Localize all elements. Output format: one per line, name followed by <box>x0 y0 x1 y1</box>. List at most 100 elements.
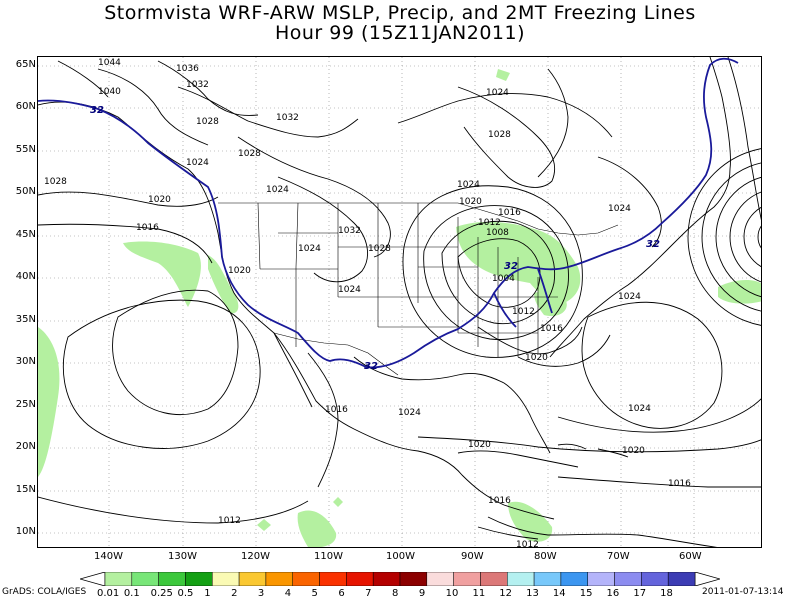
precip-area-central-america <box>297 510 337 547</box>
map-panel: 1044 1036 1032 1040 1028 1032 1028 1024 … <box>37 56 762 548</box>
isobar <box>557 476 761 488</box>
isobar-label: 1024 <box>486 88 509 98</box>
colorbar-label: 1 <box>204 588 211 599</box>
freezing-line-label: 32 <box>646 239 660 250</box>
colorbar-label: 0.5 <box>177 588 194 599</box>
coastline-south-america <box>487 516 718 547</box>
precip-area-atlantic <box>718 280 761 304</box>
isobar <box>38 191 219 207</box>
colorbar-label: 5 <box>311 588 318 599</box>
isobar-label: 1012 <box>516 540 539 548</box>
isobar <box>477 526 539 540</box>
precip-area-alaska <box>496 69 510 81</box>
isobar-label: 1024 <box>186 158 209 168</box>
lon-label: 60W <box>679 551 702 562</box>
isobar-label: 1016 <box>540 324 563 334</box>
colorbar-label: 11 <box>472 588 486 599</box>
lat-label: 10N <box>15 526 36 537</box>
colorbar-label: 3 <box>257 588 265 599</box>
colorbar-label: 9 <box>418 588 426 599</box>
freezing-line-labels: 32 32 32 32 <box>90 105 660 372</box>
isobar <box>597 156 662 248</box>
freezing-line-path <box>38 57 739 369</box>
precip-area-small-1 <box>257 519 271 531</box>
isobar-label: 1024 <box>338 285 361 295</box>
freezing-line-label: 32 <box>364 361 378 372</box>
lon-label: 120W <box>241 551 270 562</box>
coastline-baja <box>273 332 313 408</box>
freezing-line-label: 32 <box>90 105 104 116</box>
colorbar-label: 0.25 <box>150 588 173 599</box>
isobar <box>112 289 239 416</box>
isobar <box>57 60 109 98</box>
coastline-hudson <box>457 86 556 188</box>
coastlines <box>38 57 731 547</box>
colorbar-label: 7 <box>365 588 372 599</box>
colorbar-swatch <box>212 572 240 586</box>
colorbar-label: 4 <box>284 588 292 599</box>
precip-area-pacific-nw <box>123 241 201 307</box>
freezing-line <box>38 57 739 369</box>
coastline-east <box>549 57 731 358</box>
isobar-label: 1032 <box>276 113 299 123</box>
colorbar-swatch <box>587 572 615 586</box>
isobar-label: 1024 <box>298 244 321 254</box>
lon-label: 90W <box>461 551 484 562</box>
colorbar-swatch <box>533 572 562 586</box>
isobar-label: 1020 <box>468 440 491 450</box>
isobar <box>38 223 213 264</box>
isobar <box>557 398 761 433</box>
colorbar-swatch <box>507 572 535 586</box>
isobar <box>727 57 761 221</box>
lon-label: 110W <box>314 551 343 562</box>
isobar-label: 1016 <box>136 223 159 233</box>
isobar-label: 1024 <box>608 204 631 214</box>
isobar <box>157 60 259 116</box>
isobar <box>517 334 611 367</box>
isobar-label: 1016 <box>325 405 348 415</box>
colorbar-label: 15 <box>579 588 593 599</box>
chart-subtitle: Hour 99 (15Z11JAN2011) <box>274 22 526 44</box>
isobar <box>62 299 261 449</box>
lat-label: 30N <box>15 356 36 367</box>
precip-colorbar <box>80 572 720 586</box>
colorbar-swatch <box>614 572 642 586</box>
lat-label: 60N <box>15 101 36 112</box>
isobar <box>581 301 723 429</box>
precip-area-california <box>208 255 239 314</box>
lat-label: 40N <box>15 271 36 282</box>
isobar-label: 1024 <box>628 404 651 414</box>
isobar-label: 1012 <box>218 516 241 526</box>
isobar <box>177 86 359 138</box>
lat-label: 15N <box>15 484 36 495</box>
isobar <box>397 93 613 138</box>
isobar <box>237 136 391 258</box>
isobar <box>277 176 369 283</box>
isobar-label: 1016 <box>488 496 511 506</box>
isobar-label: 1028 <box>368 244 391 254</box>
colorbar-label: 0.1 <box>123 588 140 599</box>
isobar-label: 1020 <box>228 266 251 276</box>
isobar-label: 1016 <box>668 479 691 489</box>
colorbar-swatch <box>480 572 508 586</box>
isobar-label: 1024 <box>618 292 641 302</box>
lat-label: 45N <box>15 229 36 240</box>
colorbar-right-arrow <box>694 572 720 586</box>
border-us-mexico <box>273 332 399 376</box>
isobar-label: 1020 <box>622 446 645 456</box>
colorbar-swatch <box>104 572 133 586</box>
lat-label: 50N <box>15 186 36 197</box>
colorbar-label: 14 <box>552 588 566 599</box>
precip-area-small-2 <box>333 497 343 507</box>
colorbar-label: 13 <box>526 588 539 599</box>
isobar <box>441 220 556 325</box>
isobar <box>38 496 309 524</box>
colorbar-label: 8 <box>392 588 399 599</box>
isobar <box>307 352 339 488</box>
colorbar-label: 17 <box>633 588 647 599</box>
lat-label: 55N <box>15 144 36 155</box>
isobar <box>97 68 209 146</box>
lon-label: 130W <box>168 551 197 562</box>
colorbar-swatch <box>667 572 696 586</box>
colorbar-label: 10 <box>445 588 459 599</box>
